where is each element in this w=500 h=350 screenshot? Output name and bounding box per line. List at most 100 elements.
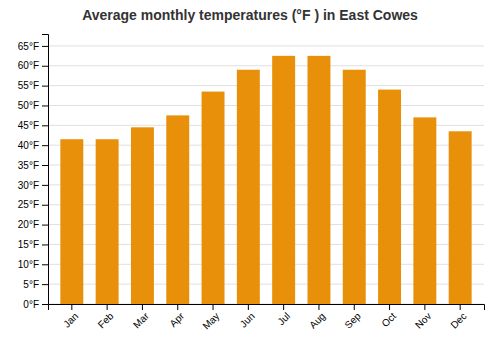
x-tick-label: Oct — [379, 310, 398, 329]
x-tick-label: Jun — [238, 310, 257, 329]
y-tick: 40°F — [18, 140, 48, 151]
x-tick-label: Dec — [448, 310, 468, 330]
y-tick-mark — [42, 125, 48, 126]
y-tick: 65°F — [18, 41, 48, 52]
grid-line — [48, 65, 484, 66]
x-tick-label: Mar — [131, 310, 151, 330]
x-tick-mark — [424, 304, 425, 310]
x-tick-label: Feb — [96, 310, 116, 330]
bar — [166, 115, 189, 304]
x-tick: Jan — [61, 304, 80, 330]
y-tick-mark — [42, 244, 48, 245]
grid-line — [48, 85, 484, 86]
y-tick-label: 45°F — [18, 120, 39, 131]
grid-line — [48, 45, 484, 46]
y-tick-label: 20°F — [18, 219, 39, 230]
y-tick-mark — [42, 145, 48, 146]
grid — [48, 46, 484, 304]
y-tick-label: 25°F — [18, 199, 39, 210]
y-tick-mark — [42, 185, 48, 186]
y-tick: 35°F — [18, 160, 48, 171]
y-tick: 30°F — [18, 180, 48, 191]
grid-line — [48, 105, 484, 106]
x-tick-mark — [71, 304, 72, 310]
y-tick-label: 60°F — [18, 60, 39, 71]
bar — [272, 56, 295, 304]
y-tick-label: 55°F — [18, 80, 39, 91]
x-tick-mark — [389, 304, 390, 310]
x-tick-label: Aug — [307, 310, 327, 330]
y-tick: 25°F — [18, 199, 48, 210]
y-tick-label: 15°F — [18, 239, 39, 250]
x-tick-mark — [107, 304, 108, 310]
x-tick-mark — [318, 304, 319, 310]
y-axis: 0°F 5°F 10°F 15°F 20°F 25°F 30°F 35°F 40°F 45°F 50… — [18, 35, 49, 310]
x-tick-label: Jan — [61, 310, 80, 329]
bar — [378, 90, 401, 304]
x-tick: Apr — [167, 304, 186, 329]
y-tick-label: 40°F — [18, 140, 39, 151]
x-tick-mark — [248, 304, 249, 310]
x-tick-mark — [213, 304, 214, 310]
y-tick-mark — [42, 205, 48, 206]
x-tick: Jul — [275, 304, 292, 327]
y-tick: 15°F — [18, 239, 48, 250]
bar — [131, 127, 154, 304]
x-tick: Dec — [448, 304, 468, 331]
bar — [307, 56, 330, 304]
x-tick-mark — [142, 304, 143, 310]
chart: Average monthly temperatures (°F ) in Ea… — [0, 0, 500, 350]
x-axis-line — [49, 305, 485, 311]
x-tick: Aug — [307, 304, 327, 331]
x-tick-mark — [460, 304, 461, 310]
x-tick-mark — [177, 304, 178, 310]
y-tick: 60°F — [18, 60, 48, 71]
y-tick-label: 65°F — [18, 41, 39, 52]
x-tick-mark — [283, 304, 284, 310]
y-tick-mark — [42, 86, 48, 87]
y-tick-label: 35°F — [18, 160, 39, 171]
y-tick-mark — [42, 165, 48, 166]
bar — [237, 70, 260, 304]
y-tick-mark — [42, 284, 48, 285]
y-tick-label: 10°F — [18, 259, 39, 270]
plot: 0°F 5°F 10°F 15°F 20°F 25°F 30°F 35°F 40°F 45°F 50… — [18, 35, 485, 332]
title: Average monthly temperatures (°F ) in Ea… — [82, 7, 418, 23]
y-tick-label: 5°F — [23, 279, 39, 290]
bar — [202, 92, 225, 304]
y-tick: 50°F — [18, 100, 48, 111]
x-tick: May — [200, 304, 221, 332]
y-tick-mark — [42, 105, 48, 106]
y-tick-label: 50°F — [18, 100, 39, 111]
y-tick-mark — [42, 225, 48, 226]
y-tick-mark — [42, 264, 48, 265]
bars — [60, 56, 471, 304]
y-tick: 20°F — [18, 219, 48, 230]
x-tick: Feb — [96, 304, 116, 330]
bar — [96, 139, 119, 304]
x-tick: Sep — [342, 304, 363, 331]
y-tick: 45°F — [18, 120, 48, 131]
y-tick-mark — [42, 66, 48, 67]
x-tick: Nov — [413, 304, 433, 331]
x-axis: Jan Feb Mar Apr May Jun Jul Aug Sep Oct Nov Dec — [49, 304, 485, 332]
x-tick-label: May — [200, 310, 221, 331]
y-tick: 0°F — [23, 299, 48, 310]
y-tick: 5°F — [23, 279, 48, 290]
y-tick-label: 30°F — [18, 180, 39, 191]
y-tick: 10°F — [18, 259, 48, 270]
y-tick-label: 0°F — [23, 299, 39, 310]
bar — [60, 139, 83, 304]
x-tick-label: Apr — [167, 310, 186, 329]
x-tick-label: Nov — [413, 310, 433, 330]
y-tick: 55°F — [18, 80, 48, 91]
x-tick-mark — [354, 304, 355, 310]
x-tick: Jun — [238, 304, 257, 330]
bar — [449, 131, 472, 304]
bar — [413, 117, 436, 304]
y-axis-line — [42, 35, 49, 305]
x-tick: Mar — [131, 304, 151, 330]
y-tick-mark — [42, 46, 48, 47]
x-tick-label: Jul — [275, 310, 292, 327]
bar — [343, 70, 366, 304]
